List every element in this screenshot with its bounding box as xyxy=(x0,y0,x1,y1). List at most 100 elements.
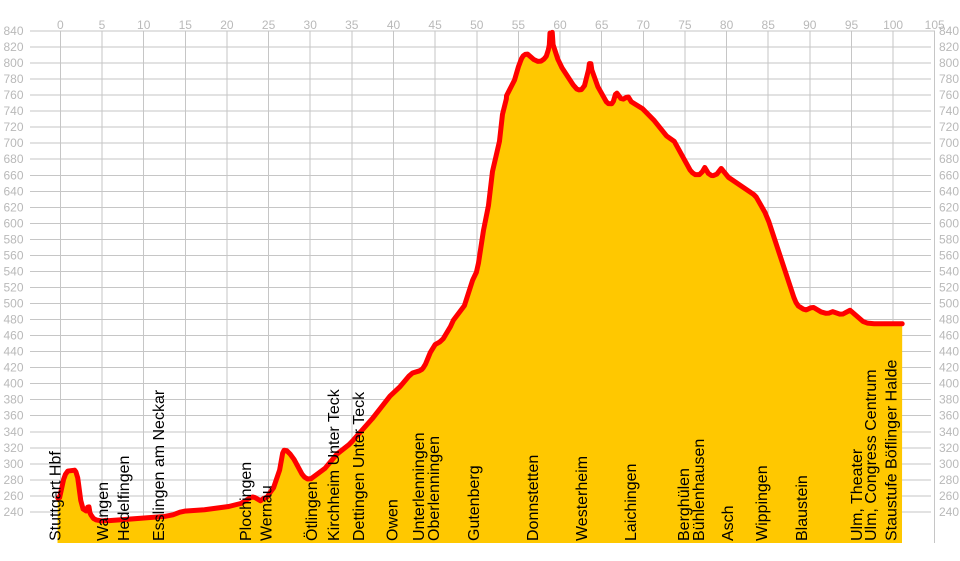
svg-text:Wernau: Wernau xyxy=(259,485,276,541)
svg-text:400: 400 xyxy=(3,377,23,391)
svg-text:Bühlenhausen: Bühlenhausen xyxy=(691,439,708,541)
svg-text:420: 420 xyxy=(939,361,959,375)
svg-text:800: 800 xyxy=(3,56,23,70)
svg-text:680: 680 xyxy=(3,152,23,166)
svg-text:300: 300 xyxy=(939,457,959,471)
svg-text:75: 75 xyxy=(678,18,692,32)
svg-text:280: 280 xyxy=(939,473,959,487)
svg-text:360: 360 xyxy=(939,409,959,423)
svg-text:Plochingen: Plochingen xyxy=(238,462,255,541)
svg-text:540: 540 xyxy=(3,265,23,279)
svg-text:105: 105 xyxy=(925,18,945,32)
svg-text:300: 300 xyxy=(3,457,23,471)
svg-text:700: 700 xyxy=(3,136,23,150)
svg-text:460: 460 xyxy=(3,329,23,343)
svg-text:340: 340 xyxy=(939,425,959,439)
svg-text:Dettingen Unter Teck: Dettingen Unter Teck xyxy=(351,391,368,541)
svg-text:660: 660 xyxy=(939,168,959,182)
svg-text:480: 480 xyxy=(939,313,959,327)
svg-text:45: 45 xyxy=(428,18,442,32)
svg-text:5: 5 xyxy=(99,18,106,32)
svg-text:25: 25 xyxy=(262,18,276,32)
svg-text:100: 100 xyxy=(883,18,903,32)
svg-text:Ulm, Theater: Ulm, Theater xyxy=(849,448,866,541)
svg-text:440: 440 xyxy=(939,345,959,359)
svg-text:Gutenberg: Gutenberg xyxy=(466,465,483,541)
svg-text:640: 640 xyxy=(3,184,23,198)
svg-text:Kirchheim Unter Teck: Kirchheim Unter Teck xyxy=(326,388,343,541)
svg-text:50: 50 xyxy=(470,18,484,32)
svg-text:70: 70 xyxy=(637,18,651,32)
svg-text:680: 680 xyxy=(939,152,959,166)
svg-text:20: 20 xyxy=(220,18,234,32)
svg-text:380: 380 xyxy=(939,393,959,407)
svg-text:15: 15 xyxy=(179,18,193,32)
svg-text:260: 260 xyxy=(3,489,23,503)
svg-text:30: 30 xyxy=(304,18,318,32)
svg-text:320: 320 xyxy=(939,441,959,455)
svg-text:Wippingen: Wippingen xyxy=(754,465,771,541)
svg-text:580: 580 xyxy=(939,232,959,246)
svg-text:600: 600 xyxy=(3,216,23,230)
svg-text:260: 260 xyxy=(939,489,959,503)
svg-text:600: 600 xyxy=(939,216,959,230)
svg-text:480: 480 xyxy=(3,313,23,327)
svg-text:Unterlenningen: Unterlenningen xyxy=(411,432,428,541)
svg-text:80: 80 xyxy=(720,18,734,32)
svg-text:Berghülen: Berghülen xyxy=(676,468,693,541)
svg-text:95: 95 xyxy=(845,18,859,32)
svg-text:Donnstetten: Donnstetten xyxy=(525,455,542,541)
svg-text:540: 540 xyxy=(939,265,959,279)
svg-text:500: 500 xyxy=(3,297,23,311)
svg-text:640: 640 xyxy=(939,184,959,198)
svg-text:340: 340 xyxy=(3,425,23,439)
svg-text:360: 360 xyxy=(3,409,23,423)
svg-text:90: 90 xyxy=(803,18,817,32)
svg-text:560: 560 xyxy=(3,248,23,262)
svg-text:60: 60 xyxy=(553,18,567,32)
svg-text:Laichingen: Laichingen xyxy=(623,464,640,541)
svg-text:580: 580 xyxy=(3,232,23,246)
svg-text:Asch: Asch xyxy=(720,505,737,541)
svg-text:0: 0 xyxy=(57,18,64,32)
svg-text:10: 10 xyxy=(137,18,151,32)
svg-text:Ötlingen: Ötlingen xyxy=(303,481,321,541)
svg-text:Stuttgart Hbf: Stuttgart Hbf xyxy=(48,451,65,541)
svg-text:660: 660 xyxy=(3,168,23,182)
svg-text:620: 620 xyxy=(939,200,959,214)
svg-text:Staustufe Böflinger Halde: Staustufe Böflinger Halde xyxy=(884,359,901,541)
svg-text:380: 380 xyxy=(3,393,23,407)
svg-text:520: 520 xyxy=(3,281,23,295)
svg-text:500: 500 xyxy=(939,297,959,311)
svg-text:740: 740 xyxy=(3,104,23,118)
svg-text:720: 720 xyxy=(939,120,959,134)
svg-text:740: 740 xyxy=(939,104,959,118)
svg-text:Wangen: Wangen xyxy=(95,482,112,541)
svg-text:Hedelfingen: Hedelfingen xyxy=(116,456,133,541)
svg-text:420: 420 xyxy=(3,361,23,375)
svg-text:840: 840 xyxy=(939,24,959,38)
svg-text:280: 280 xyxy=(3,473,23,487)
svg-text:320: 320 xyxy=(3,441,23,455)
svg-text:780: 780 xyxy=(939,72,959,86)
svg-text:240: 240 xyxy=(3,505,23,519)
svg-text:620: 620 xyxy=(3,200,23,214)
svg-text:820: 820 xyxy=(939,40,959,54)
svg-text:Ulm, Congress Centrum: Ulm, Congress Centrum xyxy=(863,369,880,541)
svg-text:760: 760 xyxy=(939,88,959,102)
svg-text:560: 560 xyxy=(939,248,959,262)
svg-text:780: 780 xyxy=(3,72,23,86)
svg-text:520: 520 xyxy=(939,281,959,295)
svg-text:840: 840 xyxy=(3,24,23,38)
svg-text:65: 65 xyxy=(595,18,609,32)
svg-text:Oberlenningen: Oberlenningen xyxy=(426,436,443,541)
svg-text:Esslingen am Neckar: Esslingen am Neckar xyxy=(151,389,168,541)
svg-text:700: 700 xyxy=(939,136,959,150)
svg-text:240: 240 xyxy=(939,505,959,519)
svg-text:460: 460 xyxy=(939,329,959,343)
svg-text:35: 35 xyxy=(345,18,359,32)
svg-text:400: 400 xyxy=(939,377,959,391)
svg-text:760: 760 xyxy=(3,88,23,102)
svg-text:40: 40 xyxy=(387,18,401,32)
svg-text:440: 440 xyxy=(3,345,23,359)
